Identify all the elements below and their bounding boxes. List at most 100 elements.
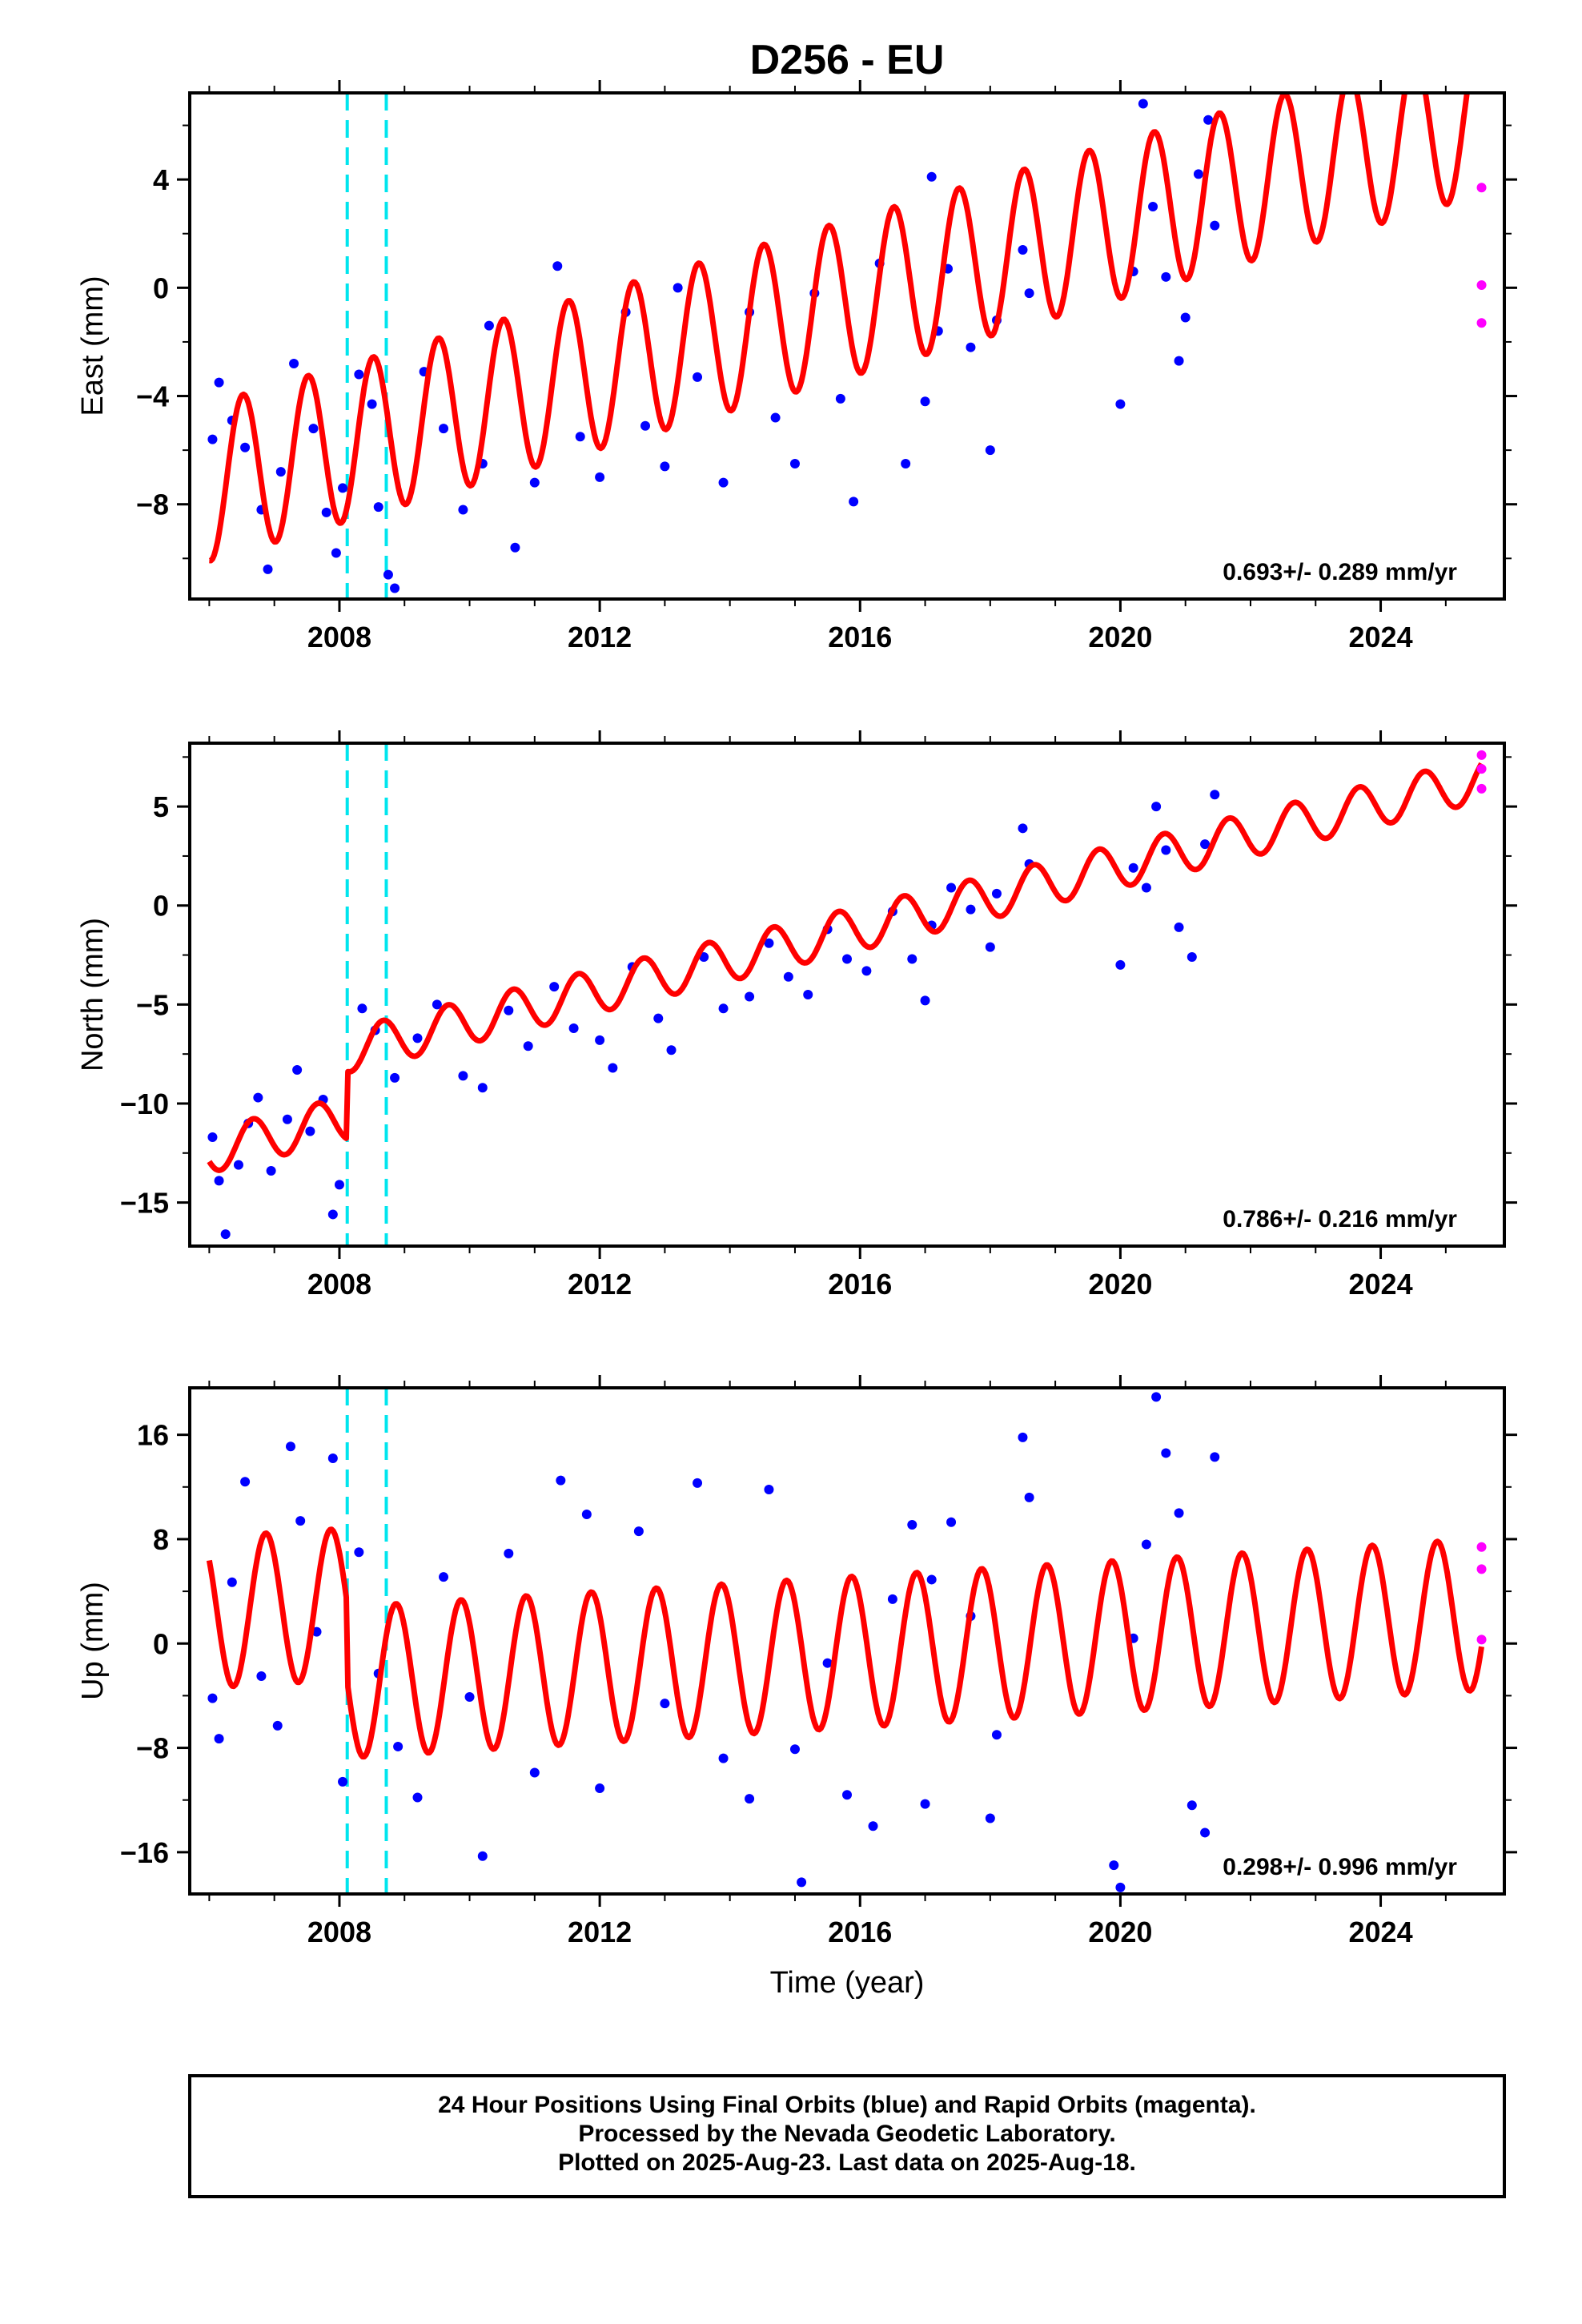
up-y-tick-label: −16 bbox=[120, 1836, 169, 1869]
east-final-orbit-point bbox=[789, 459, 800, 469]
up-final-orbit-point bbox=[1174, 1508, 1184, 1518]
footer-box: 24 Hour Positions Using Final Orbits (bl… bbox=[188, 2074, 1506, 2198]
up-final-orbit-point bbox=[595, 1783, 605, 1794]
up-final-orbit-point bbox=[822, 1658, 833, 1668]
east-final-orbit-point bbox=[321, 507, 331, 517]
up-final-orbit-point bbox=[887, 1594, 897, 1604]
up-x-tick-label: 2008 bbox=[307, 1916, 371, 1948]
east-final-orbit-point bbox=[693, 372, 703, 382]
north-final-orbit-point bbox=[253, 1092, 263, 1103]
north-final-orbit-point bbox=[1210, 790, 1220, 800]
east-final-orbit-point bbox=[275, 467, 286, 477]
north-final-orbit-point bbox=[1186, 952, 1197, 963]
up-model-curve bbox=[206, 1526, 1484, 1760]
east-final-orbit-point bbox=[240, 442, 251, 452]
up-frame bbox=[188, 1386, 1506, 1896]
up-final-orbit-point bbox=[240, 1477, 251, 1487]
east-final-orbit-point bbox=[529, 477, 540, 488]
north-final-orbit-point bbox=[1141, 883, 1151, 893]
up-x-tick-label: 2012 bbox=[568, 1916, 632, 1948]
east-final-orbit-point bbox=[552, 261, 563, 271]
north-frame bbox=[188, 742, 1506, 1248]
north-final-orbit-point bbox=[718, 1003, 729, 1014]
north-final-orbit-point bbox=[1161, 845, 1171, 855]
up-plot-area bbox=[206, 1388, 1487, 1894]
north-final-orbit-point bbox=[266, 1166, 276, 1176]
east-final-orbit-point bbox=[390, 583, 400, 593]
east-final-orbit-point bbox=[575, 432, 585, 442]
up-final-orbit-point bbox=[789, 1744, 800, 1755]
north-model-curve bbox=[207, 762, 1484, 1173]
east-panel: 2008 2012 2016 2020 2024 −8 −4 0 4 East (mm) 0.693… bbox=[76, 80, 1517, 653]
north-final-orbit-point bbox=[1174, 922, 1184, 932]
footer-line-2: Processed by the Nevada Geodetic Laborat… bbox=[578, 2121, 1115, 2147]
north-x-tick-label: 2016 bbox=[828, 1268, 892, 1301]
north-final-orbit-point bbox=[764, 938, 774, 948]
up-final-orbit-point bbox=[477, 1851, 488, 1861]
east-final-orbit-point bbox=[1018, 245, 1028, 255]
east-final-orbit-point bbox=[1138, 99, 1148, 109]
up-final-orbit-point bbox=[946, 1517, 957, 1527]
east-final-orbit-point bbox=[439, 424, 449, 434]
north-rapid-orbit-point bbox=[1476, 750, 1487, 760]
east-x-tick-label: 2020 bbox=[1088, 621, 1152, 653]
up-final-orbit-point bbox=[581, 1510, 592, 1519]
north-final-orbit-point bbox=[985, 942, 995, 952]
up-final-orbit-point bbox=[907, 1520, 917, 1530]
up-final-orbit-point bbox=[1024, 1492, 1034, 1502]
north-final-orbit-point bbox=[803, 990, 813, 999]
up-final-orbit-point bbox=[256, 1671, 267, 1681]
north-y-tick-label: −15 bbox=[120, 1187, 169, 1220]
up-y-tick-label: 16 bbox=[137, 1419, 169, 1452]
east-x-tick-label: 2012 bbox=[568, 621, 632, 653]
up-final-orbit-point bbox=[991, 1730, 1002, 1740]
north-final-orbit-point bbox=[327, 1209, 338, 1220]
up-y-axis-label: Up (mm) bbox=[76, 1582, 110, 1700]
east-final-orbit-point bbox=[354, 369, 364, 380]
north-y-tick-label: 5 bbox=[153, 790, 169, 823]
north-final-orbit-point bbox=[595, 1035, 605, 1045]
north-y-tick-label: 0 bbox=[153, 890, 169, 923]
north-final-orbit-point bbox=[920, 995, 930, 1006]
up-final-orbit-point bbox=[227, 1577, 237, 1587]
up-final-orbit-point bbox=[354, 1547, 364, 1558]
up-rapid-orbit-point bbox=[1476, 1542, 1487, 1552]
up-final-orbit-point bbox=[1109, 1860, 1119, 1871]
north-final-orbit-point bbox=[1128, 862, 1138, 873]
up-final-orbit-point bbox=[412, 1792, 423, 1803]
north-final-orbit-point bbox=[1200, 839, 1211, 850]
east-final-orbit-point bbox=[660, 461, 670, 472]
north-final-orbit-point bbox=[523, 1041, 533, 1051]
north-final-orbit-point bbox=[991, 888, 1002, 899]
east-model-curve bbox=[207, 93, 1470, 564]
figure-title: D256 - EU bbox=[750, 37, 945, 83]
up-y-tick-label: 0 bbox=[153, 1627, 169, 1660]
footer-line-3: Plotted on 2025-Aug-23. Last data on 202… bbox=[558, 2149, 1136, 2176]
east-final-orbit-point bbox=[1148, 201, 1158, 211]
north-final-orbit-point bbox=[549, 982, 560, 992]
east-plot-area bbox=[207, 93, 1487, 599]
east-final-orbit-point bbox=[263, 564, 273, 574]
east-y-tick-label: −8 bbox=[136, 489, 169, 521]
up-rate-label: 0.298+/- 0.996 mm/yr bbox=[1223, 1854, 1457, 1880]
up-final-orbit-point bbox=[1210, 1452, 1220, 1462]
up-final-orbit-point bbox=[745, 1794, 755, 1804]
north-y-axis-label: North (mm) bbox=[76, 918, 110, 1072]
east-final-orbit-point bbox=[308, 424, 319, 434]
east-final-orbit-point bbox=[849, 497, 859, 507]
up-final-orbit-point bbox=[985, 1813, 995, 1823]
north-x-tick-label: 2008 bbox=[307, 1268, 371, 1301]
up-final-orbit-point bbox=[338, 1776, 348, 1787]
north-final-orbit-point bbox=[568, 1023, 579, 1034]
north-final-orbit-point bbox=[214, 1176, 224, 1186]
up-panel: 2008 2012 2016 2020 2024 −16 −8 0 8 16 Up (mm) 0.29… bbox=[76, 1375, 1517, 1948]
east-x-tick-label: 2024 bbox=[1349, 621, 1413, 653]
up-final-orbit-point bbox=[718, 1753, 729, 1763]
east-final-orbit-point bbox=[920, 396, 930, 407]
north-final-orbit-point bbox=[842, 954, 852, 964]
north-x-tick-label: 2012 bbox=[568, 1268, 632, 1301]
east-final-orbit-point bbox=[1024, 288, 1034, 299]
north-rate-label: 0.786+/- 0.216 mm/yr bbox=[1223, 1206, 1457, 1232]
up-x-tick-label: 2024 bbox=[1349, 1916, 1413, 1948]
